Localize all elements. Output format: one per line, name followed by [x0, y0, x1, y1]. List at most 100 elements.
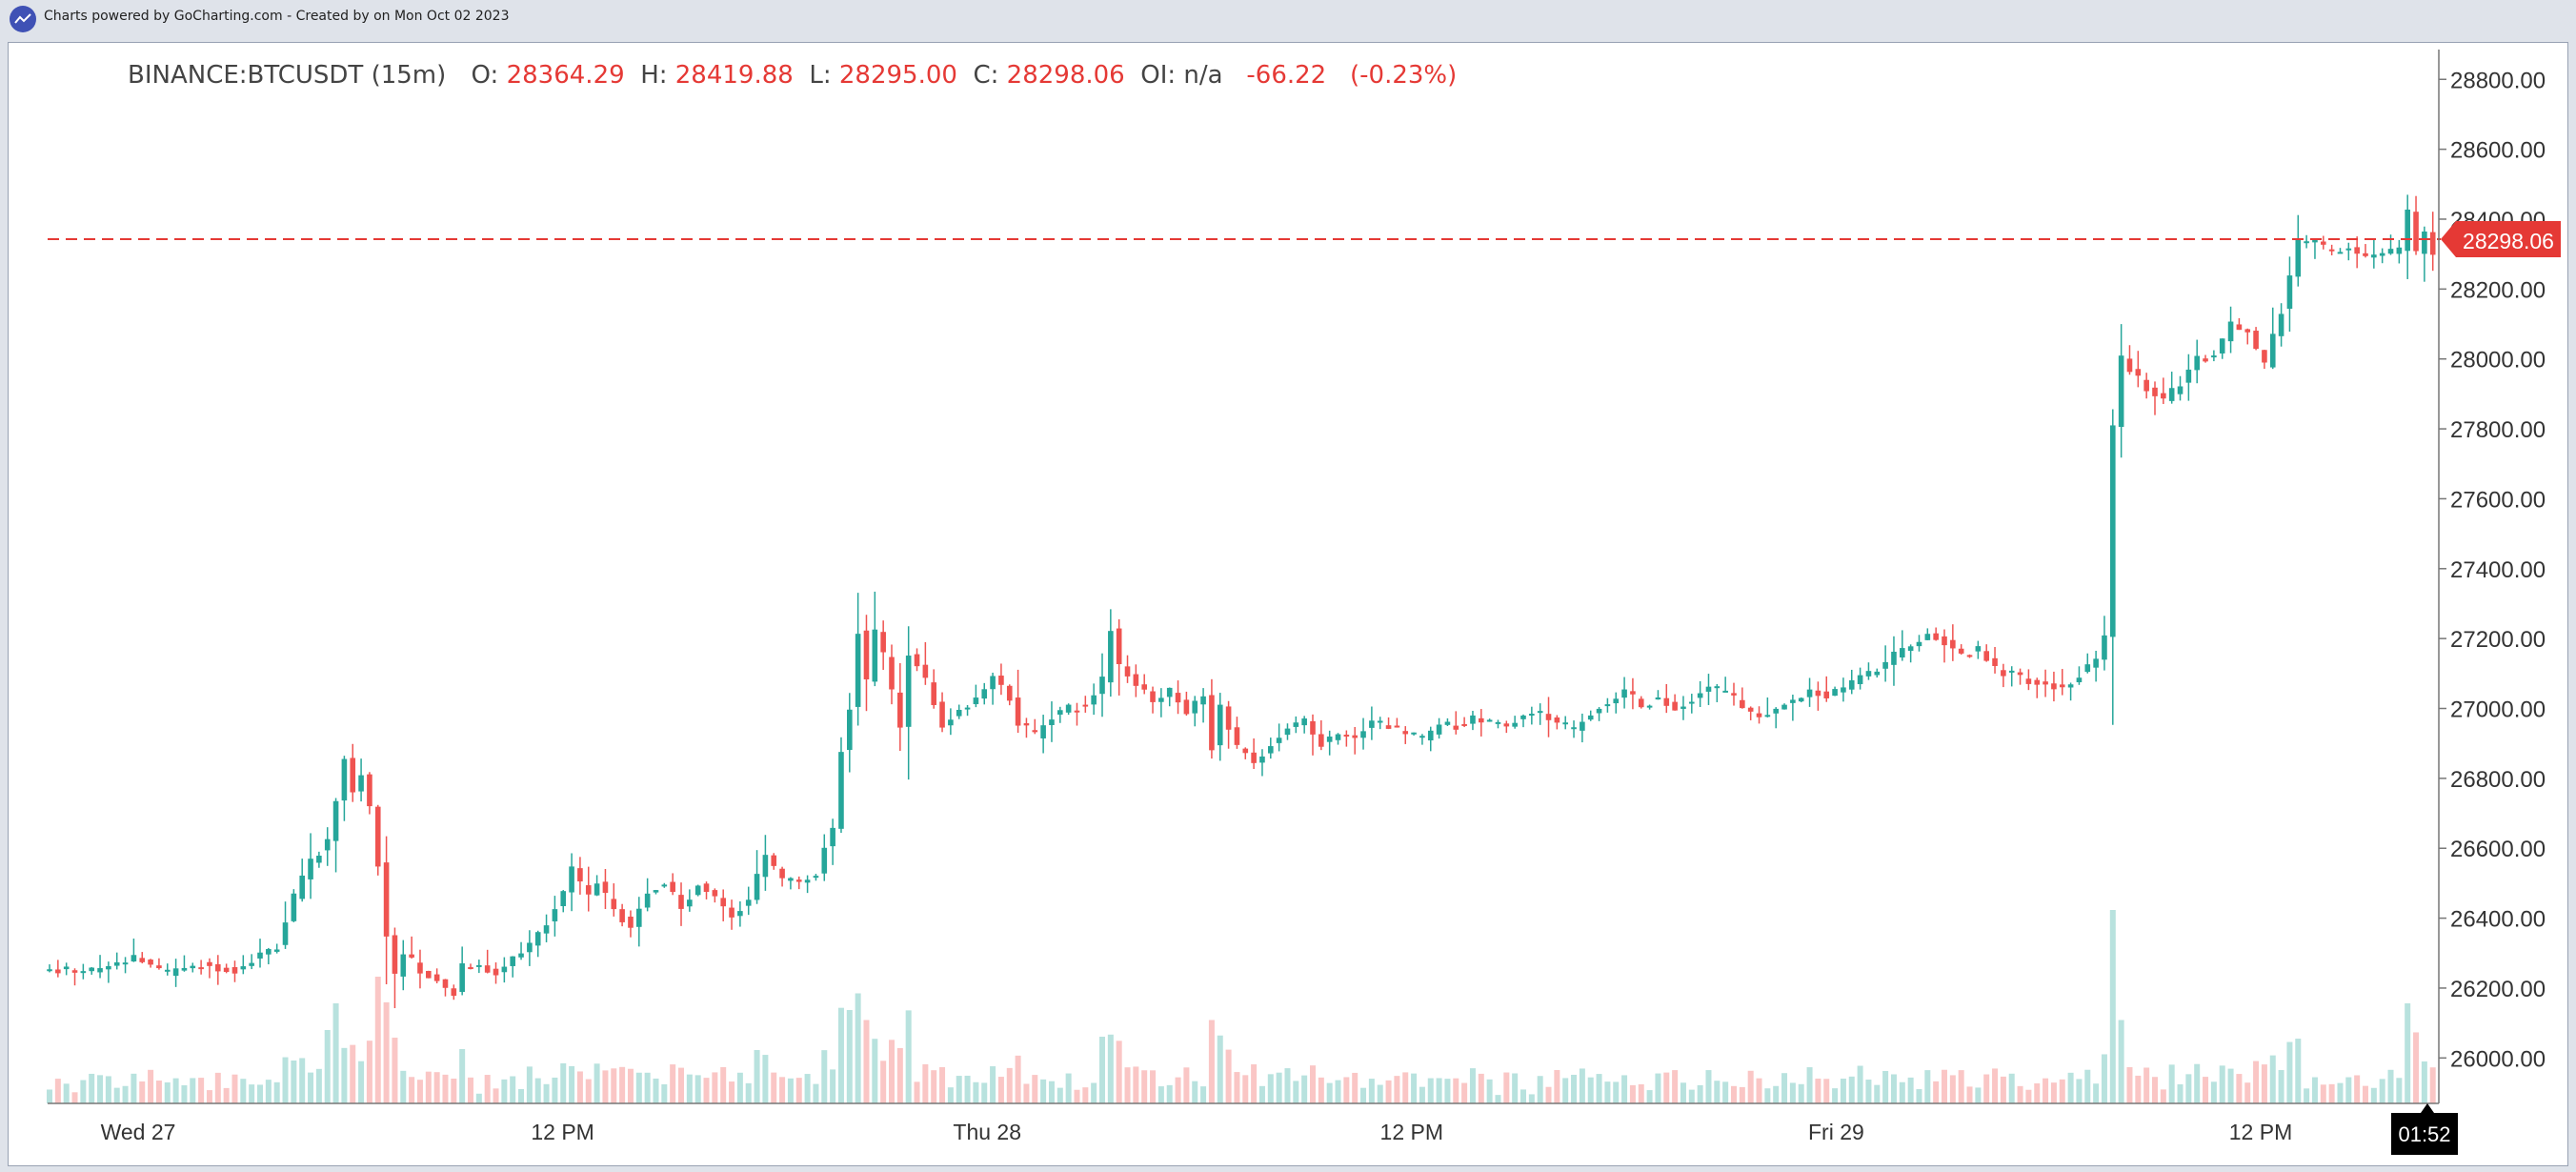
- volume-bar: [2421, 1061, 2427, 1103]
- candle-body: [2084, 664, 2091, 673]
- candle-body: [55, 969, 61, 974]
- volume-bar: [97, 1075, 104, 1103]
- candle-body: [350, 758, 356, 793]
- candle-body: [1655, 697, 1661, 700]
- candle-body: [1326, 737, 1333, 742]
- candle-body: [2379, 253, 2385, 256]
- volume-bar: [729, 1081, 735, 1103]
- legend-low: 28295.00: [838, 61, 957, 90]
- volume-bar: [198, 1078, 205, 1103]
- candle-body: [939, 701, 945, 728]
- candle-body: [569, 866, 574, 893]
- candle-body: [1975, 646, 1982, 652]
- volume-bar: [131, 1073, 137, 1103]
- candle-body: [1402, 731, 1409, 735]
- legend-oi: n/a: [1183, 61, 1223, 90]
- candle-body: [1091, 695, 1097, 705]
- volume-bar: [1579, 1068, 1585, 1103]
- candle-body: [1335, 734, 1341, 740]
- candle-body: [2363, 253, 2368, 256]
- volume-bar: [2185, 1074, 2192, 1103]
- candle-body: [872, 629, 878, 682]
- volume-bar: [1865, 1080, 1872, 1103]
- volume-bar: [501, 1079, 508, 1103]
- volume-bar: [1411, 1073, 1418, 1103]
- candle-body: [1966, 655, 1973, 657]
- candle-body: [1580, 721, 1585, 731]
- volume-bar: [2387, 1069, 2394, 1103]
- candle-body: [1942, 636, 1947, 646]
- volume-bar: [80, 1080, 87, 1103]
- candle-body: [2143, 379, 2149, 392]
- candle-body: [1900, 648, 1905, 657]
- volume-bar: [1242, 1075, 1249, 1103]
- y-tick-label: 27000.00: [2450, 697, 2546, 723]
- volume-bar: [148, 1069, 154, 1103]
- volume-bar: [2093, 1083, 2100, 1103]
- volume-bar: [804, 1074, 811, 1103]
- candle-body: [1933, 633, 1939, 640]
- volume-bar: [1773, 1085, 1780, 1103]
- candle-body: [1436, 724, 1442, 735]
- volume-bar: [2413, 1032, 2420, 1103]
- candle-body: [1065, 704, 1072, 713]
- volume-bar: [1907, 1077, 1914, 1103]
- volume-bar: [2379, 1079, 2385, 1103]
- volume-bar: [214, 1072, 221, 1103]
- volume-bar: [155, 1081, 162, 1103]
- candle-body: [1116, 628, 1122, 664]
- candle-body: [2177, 386, 2184, 394]
- volume-bar: [611, 1068, 617, 1103]
- candle-body: [148, 960, 153, 965]
- volume-bar: [922, 1063, 929, 1103]
- candle-body: [2110, 425, 2116, 637]
- candle-body: [2227, 321, 2234, 342]
- volume-bar: [2396, 1078, 2403, 1103]
- volume-bar: [678, 1067, 684, 1103]
- volume-bar: [2278, 1070, 2284, 1103]
- candle-body: [1806, 689, 1813, 697]
- candle-body: [1259, 756, 1265, 763]
- volume-bar: [1166, 1084, 1173, 1103]
- candle-body: [964, 707, 971, 710]
- candle-body: [560, 891, 567, 906]
- volume-bar: [2203, 1077, 2209, 1103]
- candle-body: [948, 719, 954, 726]
- volume-bar: [830, 1069, 836, 1103]
- candle-body: [804, 879, 811, 883]
- candle-body: [1234, 727, 1240, 745]
- y-tick-label: 27800.00: [2450, 417, 2546, 443]
- candle-body: [1486, 719, 1493, 722]
- volume-bar: [2143, 1067, 2150, 1103]
- candle-body: [501, 966, 508, 973]
- volume-bar: [231, 1074, 238, 1103]
- volume-bar: [1672, 1070, 1679, 1103]
- volume-bar: [1604, 1081, 1611, 1103]
- candle-body: [534, 932, 541, 946]
- candle-body: [990, 676, 996, 690]
- volume-bar: [1975, 1087, 1982, 1103]
- volume-bar: [526, 1066, 533, 1103]
- candle-body: [400, 954, 407, 977]
- candle-body: [1503, 723, 1510, 727]
- candle-body: [1773, 708, 1779, 714]
- candle-body: [2161, 393, 2166, 399]
- candle-body: [1756, 713, 1762, 717]
- volume-bar: [249, 1084, 255, 1103]
- candle-body: [1537, 711, 1543, 714]
- candle-body: [1529, 714, 1535, 717]
- volume-bar: [787, 1078, 794, 1103]
- volume-bar: [54, 1079, 61, 1103]
- candle-body: [712, 890, 718, 897]
- candle-body: [1613, 698, 1620, 704]
- volume-bar: [2067, 1072, 2074, 1103]
- volume-bar: [896, 1047, 903, 1103]
- volume-bar: [1124, 1067, 1131, 1103]
- volume-bar: [720, 1066, 727, 1103]
- volume-bar: [635, 1072, 642, 1103]
- candle-body: [2413, 212, 2419, 252]
- candle-body: [1832, 689, 1838, 697]
- volume-bar: [1545, 1086, 1552, 1103]
